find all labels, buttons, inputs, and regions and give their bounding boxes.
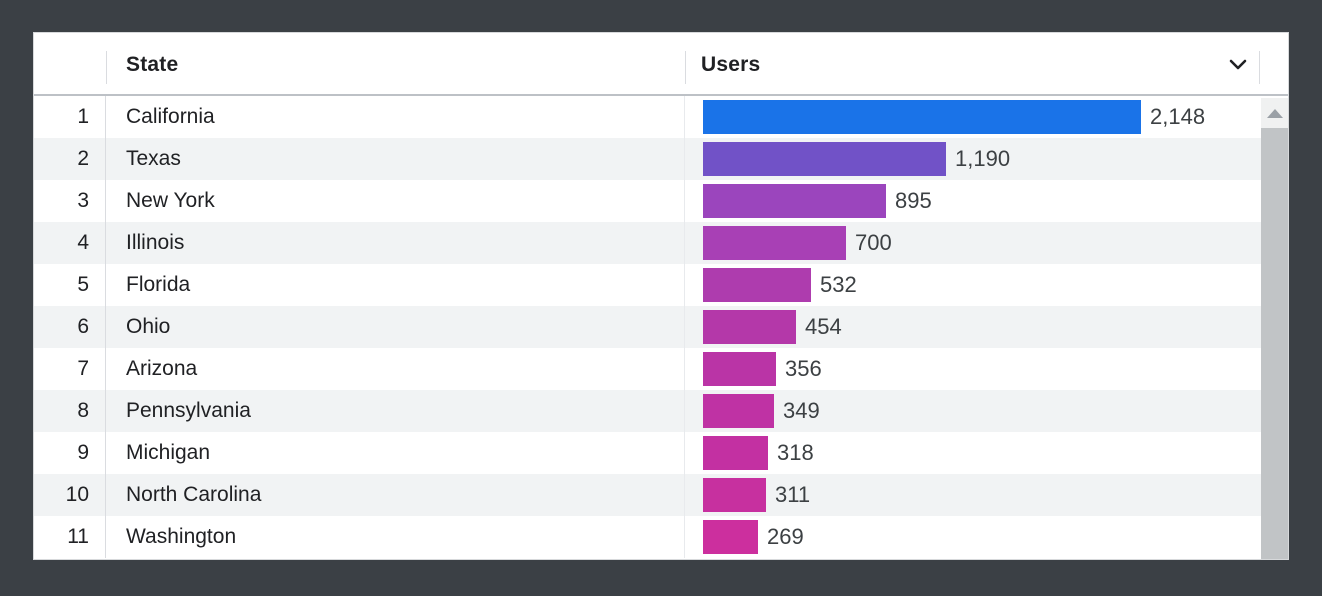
row-state: Florida — [106, 264, 685, 306]
chevron-down-icon — [1229, 59, 1247, 70]
row-rank: 9 — [34, 432, 106, 474]
users-value: 349 — [783, 398, 820, 423]
row-state: Michigan — [106, 432, 685, 474]
row-users: 454 — [685, 306, 1288, 348]
row-users: 356 — [685, 348, 1288, 390]
analytics-table-card: State Users 1 California 2,148 2 Texas 1… — [33, 32, 1289, 560]
row-rank: 2 — [34, 138, 106, 180]
row-state: Washington — [106, 516, 685, 558]
users-value: 318 — [777, 440, 814, 465]
users-bar — [703, 142, 946, 176]
table-row: 8 Pennsylvania 349 — [34, 390, 1288, 432]
users-value: 1,190 — [955, 146, 1011, 171]
table-row: 6 Ohio 454 — [34, 306, 1288, 348]
sort-chevron-button[interactable] — [1224, 33, 1252, 96]
table-row: 3 New York 895 — [34, 180, 1288, 222]
scrollbar-thumb[interactable] — [1261, 128, 1288, 559]
row-state: Arizona — [106, 348, 685, 390]
table-row: 4 Illinois 700 — [34, 222, 1288, 264]
row-users: 1,190 — [685, 138, 1288, 180]
users-value: 895 — [895, 188, 932, 213]
row-rank: 11 — [34, 516, 106, 558]
users-bar — [703, 352, 776, 386]
row-users: 349 — [685, 390, 1288, 432]
users-value: 269 — [767, 524, 804, 549]
users-value: 2,148 — [1150, 104, 1206, 129]
users-bar — [703, 436, 768, 470]
row-state: Ohio — [106, 306, 685, 348]
row-state: New York — [106, 180, 685, 222]
users-value: 532 — [820, 272, 857, 297]
table-row: 1 California 2,148 — [34, 96, 1288, 138]
row-users: 532 — [685, 264, 1288, 306]
row-users: 2,148 — [685, 96, 1288, 138]
row-state: California — [106, 96, 685, 138]
table-header: State Users — [34, 33, 1288, 96]
row-users: 311 — [685, 474, 1288, 516]
column-header-state[interactable]: State — [126, 52, 179, 76]
row-rank: 1 — [34, 96, 106, 138]
row-users: 700 — [685, 222, 1288, 264]
row-rank: 3 — [34, 180, 106, 222]
column-header-users[interactable]: Users — [701, 52, 761, 76]
users-bar — [703, 100, 1141, 134]
table-row: 10 North Carolina 311 — [34, 474, 1288, 516]
users-value: 700 — [855, 230, 892, 255]
users-bar — [703, 310, 796, 344]
users-bar — [703, 226, 846, 260]
row-users: 318 — [685, 432, 1288, 474]
triangle-up-icon — [1266, 108, 1283, 118]
row-state: Illinois — [106, 222, 685, 264]
users-bar — [703, 184, 886, 218]
vertical-scrollbar — [1260, 98, 1288, 559]
row-users: 895 — [685, 180, 1288, 222]
users-bar — [703, 478, 766, 512]
row-users: 269 — [685, 516, 1288, 558]
header-divider — [685, 51, 686, 84]
table-body: 1 California 2,148 2 Texas 1,190 3 New Y… — [34, 96, 1288, 558]
header-divider — [1259, 51, 1260, 84]
header-divider — [106, 51, 107, 84]
users-value: 454 — [805, 314, 842, 339]
row-rank: 6 — [34, 306, 106, 348]
users-value: 311 — [775, 482, 811, 507]
row-rank: 4 — [34, 222, 106, 264]
row-rank: 7 — [34, 348, 106, 390]
table-row: 7 Arizona 356 — [34, 348, 1288, 390]
scroll-up-button[interactable] — [1261, 98, 1288, 128]
users-bar — [703, 268, 811, 302]
row-state: North Carolina — [106, 474, 685, 516]
table-row: 11 Washington 269 — [34, 516, 1288, 558]
users-bar — [703, 394, 774, 428]
row-rank: 5 — [34, 264, 106, 306]
table-row: 9 Michigan 318 — [34, 432, 1288, 474]
table-row: 5 Florida 532 — [34, 264, 1288, 306]
users-bar — [703, 520, 758, 554]
table-row: 2 Texas 1,190 — [34, 138, 1288, 180]
row-state: Texas — [106, 138, 685, 180]
row-rank: 10 — [34, 474, 106, 516]
row-state: Pennsylvania — [106, 390, 685, 432]
users-value: 356 — [785, 356, 822, 381]
row-rank: 8 — [34, 390, 106, 432]
